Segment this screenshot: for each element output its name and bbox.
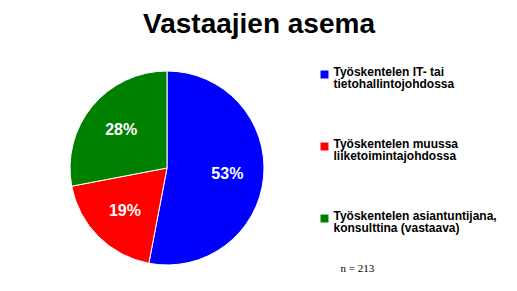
svg-text:28%: 28% xyxy=(105,121,137,138)
svg-text:Työskentelen asiantuntijana,ko: Työskentelen asiantuntijana,konsulttina … xyxy=(334,209,497,235)
svg-text:Vastaajien asema: Vastaajien asema xyxy=(143,8,375,39)
svg-text:53%: 53% xyxy=(211,165,243,182)
svg-text:Työskentelen muussaliiketoimin: Työskentelen muussaliiketoimintajohdossa xyxy=(334,137,459,163)
svg-text:Työskentelen IT- taitietohalli: Työskentelen IT- taitietohallintojohdoss… xyxy=(334,65,455,91)
svg-text:19%: 19% xyxy=(109,202,141,219)
svg-text:n = 213: n = 213 xyxy=(341,262,375,274)
